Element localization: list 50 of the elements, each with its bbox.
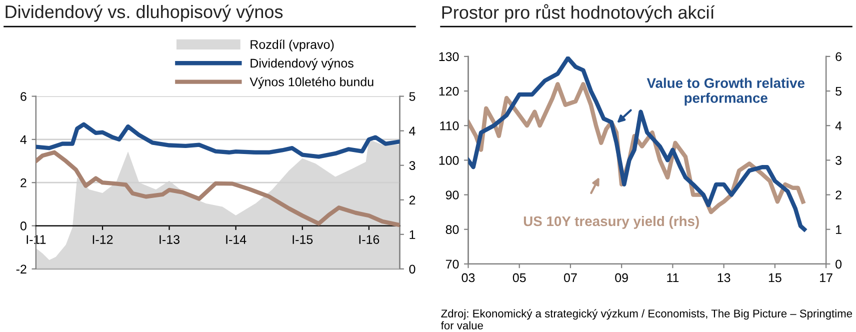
- chart-title: Prostor pro růst hodnotových akcií: [442, 4, 715, 22]
- y2-tick-label: 0: [836, 260, 842, 269]
- x-tick-label: I-11: [26, 235, 46, 244]
- y2-tick-label: 1: [836, 225, 842, 234]
- y-tick-label: 110: [440, 121, 459, 130]
- x-tick-label: I-14: [226, 235, 246, 244]
- y2-tick-label: 6: [836, 52, 842, 62]
- y2-tick-label: 3: [836, 156, 842, 165]
- y-tick-label: 2: [20, 178, 26, 188]
- y2-tick-label: 0: [409, 264, 416, 274]
- x-tick-label: 07: [564, 273, 577, 282]
- x-tick-label: 05: [512, 273, 526, 282]
- y-tick-label: 130: [439, 52, 459, 62]
- series-label: US 10Y treasury yield (rhs): [524, 216, 699, 229]
- y-tick-label: 120: [439, 86, 459, 96]
- x-tick-label: I-16: [359, 235, 380, 244]
- y-tick-label: 0: [20, 222, 26, 230]
- y-tick-label: 90: [446, 190, 459, 200]
- y-tick-label: 70: [446, 260, 459, 269]
- y2-tick-label: 5: [836, 86, 842, 96]
- chart-title: Dividendový vs. dluhopisový výnos: [6, 4, 283, 22]
- y2-tick-label: 2: [409, 196, 416, 204]
- y2-tick-label: 1: [410, 230, 416, 239]
- x-tick-label: 11: [667, 273, 679, 282]
- y2-tick-label: 4: [409, 126, 416, 136]
- x-tick-label: 15: [768, 273, 782, 282]
- y-tick-label: -2: [16, 264, 26, 274]
- x-tick-label: 09: [615, 273, 628, 282]
- line-series: [36, 122, 400, 159]
- y-tick-label: 4: [20, 135, 27, 144]
- x-tick-label: 03: [462, 273, 475, 282]
- y2-tick-label: 5: [409, 92, 416, 101]
- x-tick-label: 13: [718, 273, 730, 282]
- y2-tick-label: 4: [835, 122, 842, 130]
- y2-tick-label: 3: [409, 161, 416, 170]
- x-tick-label: I-15: [292, 235, 313, 244]
- text: Zdroj: Ekonomický a strategický výzkum / Economists, The Big Picture – Springtime for value: [441, 309, 852, 330]
- y-tick-label: 80: [446, 225, 459, 234]
- legend-label: Výnos 10letého bundu: [250, 76, 374, 89]
- x-tick-label: I-12: [92, 235, 113, 244]
- legend-label: Dividendový výnos: [250, 58, 354, 70]
- x-tick-label: I-13: [160, 235, 180, 244]
- x-tick-label: 17: [820, 273, 832, 282]
- y-tick-label: 6: [20, 92, 26, 101]
- line-series: [36, 150, 400, 228]
- series-label: Value to Growth relative performance: [646, 78, 804, 106]
- line-series: [468, 56, 806, 232]
- y-tick-label: 100: [439, 156, 459, 165]
- y2-tick-label: 2: [836, 190, 842, 200]
- legend-label: Rozdíl (vpravo): [250, 40, 334, 52]
